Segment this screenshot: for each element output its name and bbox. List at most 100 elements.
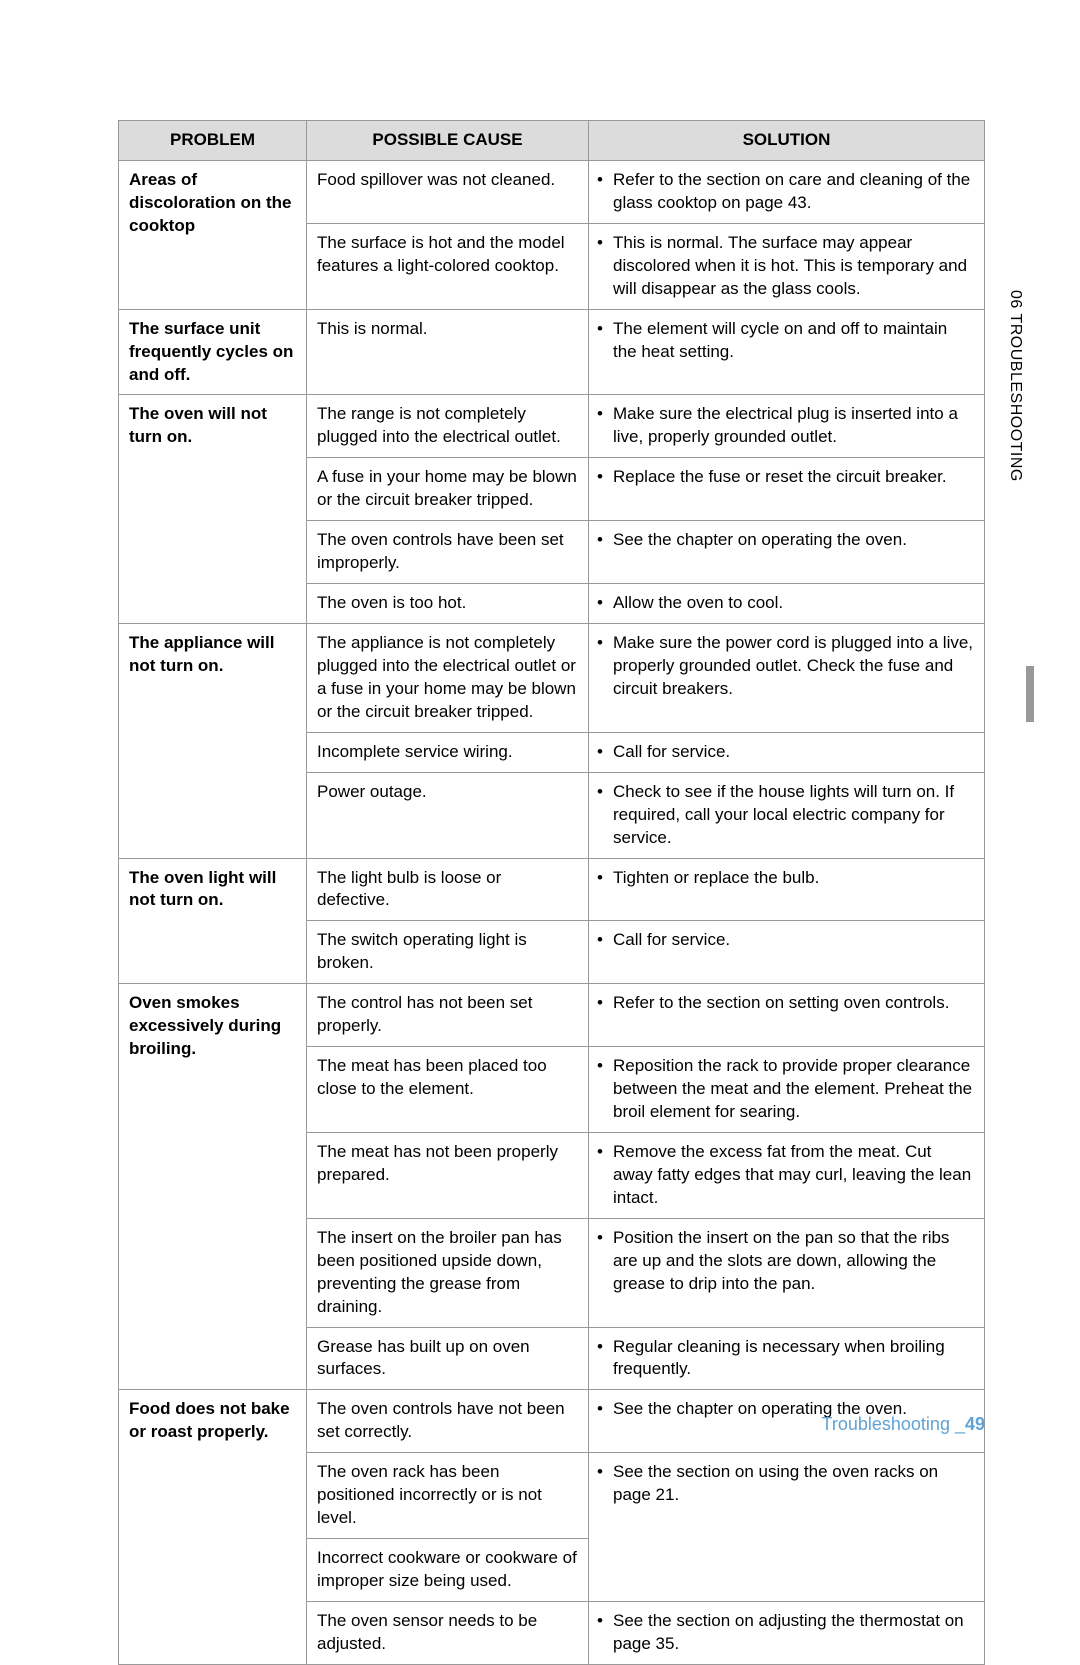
- solution-cell: •Remove the excess fat from the meat. Cu…: [589, 1132, 985, 1218]
- solution-cell: •Allow the oven to cool.: [589, 584, 985, 624]
- table-header-row: PROBLEM POSSIBLE CAUSE SOLUTION: [119, 121, 985, 161]
- cause-cell: The surface is hot and the model feature…: [307, 223, 589, 309]
- footer-page: 49: [965, 1414, 985, 1434]
- header-solution: SOLUTION: [589, 121, 985, 161]
- cause-cell: Food spillover was not cleaned.: [307, 160, 589, 223]
- cause-cell: The meat has not been properly prepared.: [307, 1132, 589, 1218]
- solution-cell: •See the chapter on operating the oven.: [589, 521, 985, 584]
- solution-text: Regular cleaning is necessary when broil…: [613, 1336, 974, 1382]
- solution-text: Reposition the rack to provide proper cl…: [613, 1055, 974, 1124]
- cause-cell: The oven sensor needs to be adjusted.: [307, 1601, 589, 1664]
- bullet-icon: •: [595, 466, 613, 489]
- solution-text: Replace the fuse or reset the circuit br…: [613, 466, 974, 489]
- solution-cell: •Reposition the rack to provide proper c…: [589, 1047, 985, 1133]
- table-row: The oven will not turn on.The range is n…: [119, 395, 985, 458]
- cause-cell: This is normal.: [307, 309, 589, 395]
- problem-cell: The appliance will not turn on.: [119, 624, 307, 859]
- cause-cell: The oven rack has been positioned incorr…: [307, 1453, 589, 1539]
- bullet-icon: •: [595, 741, 613, 764]
- bullet-icon: •: [595, 1461, 613, 1507]
- solution-text: Check to see if the house lights will tu…: [613, 781, 974, 850]
- section-label: 06 TROUBLESHOOTING: [1006, 290, 1024, 482]
- solution-text: Remove the excess fat from the meat. Cut…: [613, 1141, 974, 1210]
- solution-text: Refer to the section on care and cleanin…: [613, 169, 974, 215]
- solution-cell: •Make sure the power cord is plugged int…: [589, 624, 985, 733]
- table-row: The oven light will not turn on.The ligh…: [119, 858, 985, 921]
- solution-text: Call for service.: [613, 741, 974, 764]
- solution-text: Call for service.: [613, 929, 974, 952]
- cause-cell: The light bulb is loose or defective.: [307, 858, 589, 921]
- bullet-icon: •: [595, 403, 613, 449]
- solution-cell: •Check to see if the house lights will t…: [589, 772, 985, 858]
- page-footer: Troubleshooting _49: [822, 1414, 985, 1435]
- cause-cell: Incorrect cookware or cookware of improp…: [307, 1539, 589, 1602]
- bullet-icon: •: [595, 867, 613, 890]
- solution-text: Allow the oven to cool.: [613, 592, 974, 615]
- bullet-icon: •: [595, 929, 613, 952]
- table-row: Areas of discoloration on the cooktopFoo…: [119, 160, 985, 223]
- solution-text: Make sure the electrical plug is inserte…: [613, 403, 974, 449]
- bullet-icon: •: [595, 1398, 613, 1421]
- table-row: The surface unit frequently cycles on an…: [119, 309, 985, 395]
- bullet-icon: •: [595, 1141, 613, 1210]
- solution-text: Position the insert on the pan so that t…: [613, 1227, 974, 1296]
- problem-cell: The surface unit frequently cycles on an…: [119, 309, 307, 395]
- solution-cell: •Refer to the section on care and cleani…: [589, 160, 985, 223]
- solution-text: See the section on adjusting the thermos…: [613, 1610, 974, 1656]
- cause-cell: The switch operating light is broken.: [307, 921, 589, 984]
- bullet-icon: •: [595, 1336, 613, 1382]
- problem-cell: Areas of discoloration on the cooktop: [119, 160, 307, 309]
- solution-cell: •Replace the fuse or reset the circuit b…: [589, 458, 985, 521]
- problem-cell: Oven smokes excessively during broiling.: [119, 984, 307, 1390]
- bullet-icon: •: [595, 1055, 613, 1124]
- problem-cell: Food does not bake or roast properly.: [119, 1390, 307, 1664]
- problem-cell: The oven will not turn on.: [119, 395, 307, 624]
- problem-cell: The oven light will not turn on.: [119, 858, 307, 984]
- bullet-icon: •: [595, 529, 613, 552]
- header-problem: PROBLEM: [119, 121, 307, 161]
- solution-cell: •Regular cleaning is necessary when broi…: [589, 1327, 985, 1390]
- cause-cell: Incomplete service wiring.: [307, 732, 589, 772]
- cause-cell: Grease has built up on oven surfaces.: [307, 1327, 589, 1390]
- solution-cell: •Position the insert on the pan so that …: [589, 1218, 985, 1327]
- header-cause: POSSIBLE CAUSE: [307, 121, 589, 161]
- section-sidebar: 06 TROUBLESHOOTING: [994, 290, 1024, 720]
- solution-cell: •This is normal. The surface may appear …: [589, 223, 985, 309]
- solution-cell: •See the section on using the oven racks…: [589, 1453, 985, 1602]
- bullet-icon: •: [595, 592, 613, 615]
- bullet-icon: •: [595, 1610, 613, 1656]
- cause-cell: The range is not completely plugged into…: [307, 395, 589, 458]
- solution-cell: •Call for service.: [589, 732, 985, 772]
- cause-cell: The oven controls have been set improper…: [307, 521, 589, 584]
- solution-text: Tighten or replace the bulb.: [613, 867, 974, 890]
- section-indicator: [1026, 666, 1034, 722]
- cause-cell: The meat has been placed too close to th…: [307, 1047, 589, 1133]
- solution-text: See the section on using the oven racks …: [613, 1461, 974, 1507]
- cause-cell: The insert on the broiler pan has been p…: [307, 1218, 589, 1327]
- solution-cell: •Refer to the section on setting oven co…: [589, 984, 985, 1047]
- table-row: Oven smokes excessively during broiling.…: [119, 984, 985, 1047]
- solution-text: The element will cycle on and off to mai…: [613, 318, 974, 364]
- solution-cell: •Tighten or replace the bulb.: [589, 858, 985, 921]
- table-row: The appliance will not turn on.The appli…: [119, 624, 985, 733]
- cause-cell: The oven is too hot.: [307, 584, 589, 624]
- cause-cell: The appliance is not completely plugged …: [307, 624, 589, 733]
- solution-cell: •The element will cycle on and off to ma…: [589, 309, 985, 395]
- bullet-icon: •: [595, 232, 613, 301]
- bullet-icon: •: [595, 318, 613, 364]
- solution-cell: •See the section on adjusting the thermo…: [589, 1601, 985, 1664]
- solution-text: This is normal. The surface may appear d…: [613, 232, 974, 301]
- footer-text: Troubleshooting _: [822, 1414, 965, 1434]
- solution-text: Make sure the power cord is plugged into…: [613, 632, 974, 701]
- bullet-icon: •: [595, 781, 613, 850]
- cause-cell: The oven controls have not been set corr…: [307, 1390, 589, 1453]
- bullet-icon: •: [595, 632, 613, 701]
- bullet-icon: •: [595, 169, 613, 215]
- cause-cell: The control has not been set properly.: [307, 984, 589, 1047]
- solution-text: See the chapter on operating the oven.: [613, 529, 974, 552]
- bullet-icon: •: [595, 1227, 613, 1296]
- cause-cell: A fuse in your home may be blown or the …: [307, 458, 589, 521]
- solution-cell: •Make sure the electrical plug is insert…: [589, 395, 985, 458]
- bullet-icon: •: [595, 992, 613, 1015]
- cause-cell: Power outage.: [307, 772, 589, 858]
